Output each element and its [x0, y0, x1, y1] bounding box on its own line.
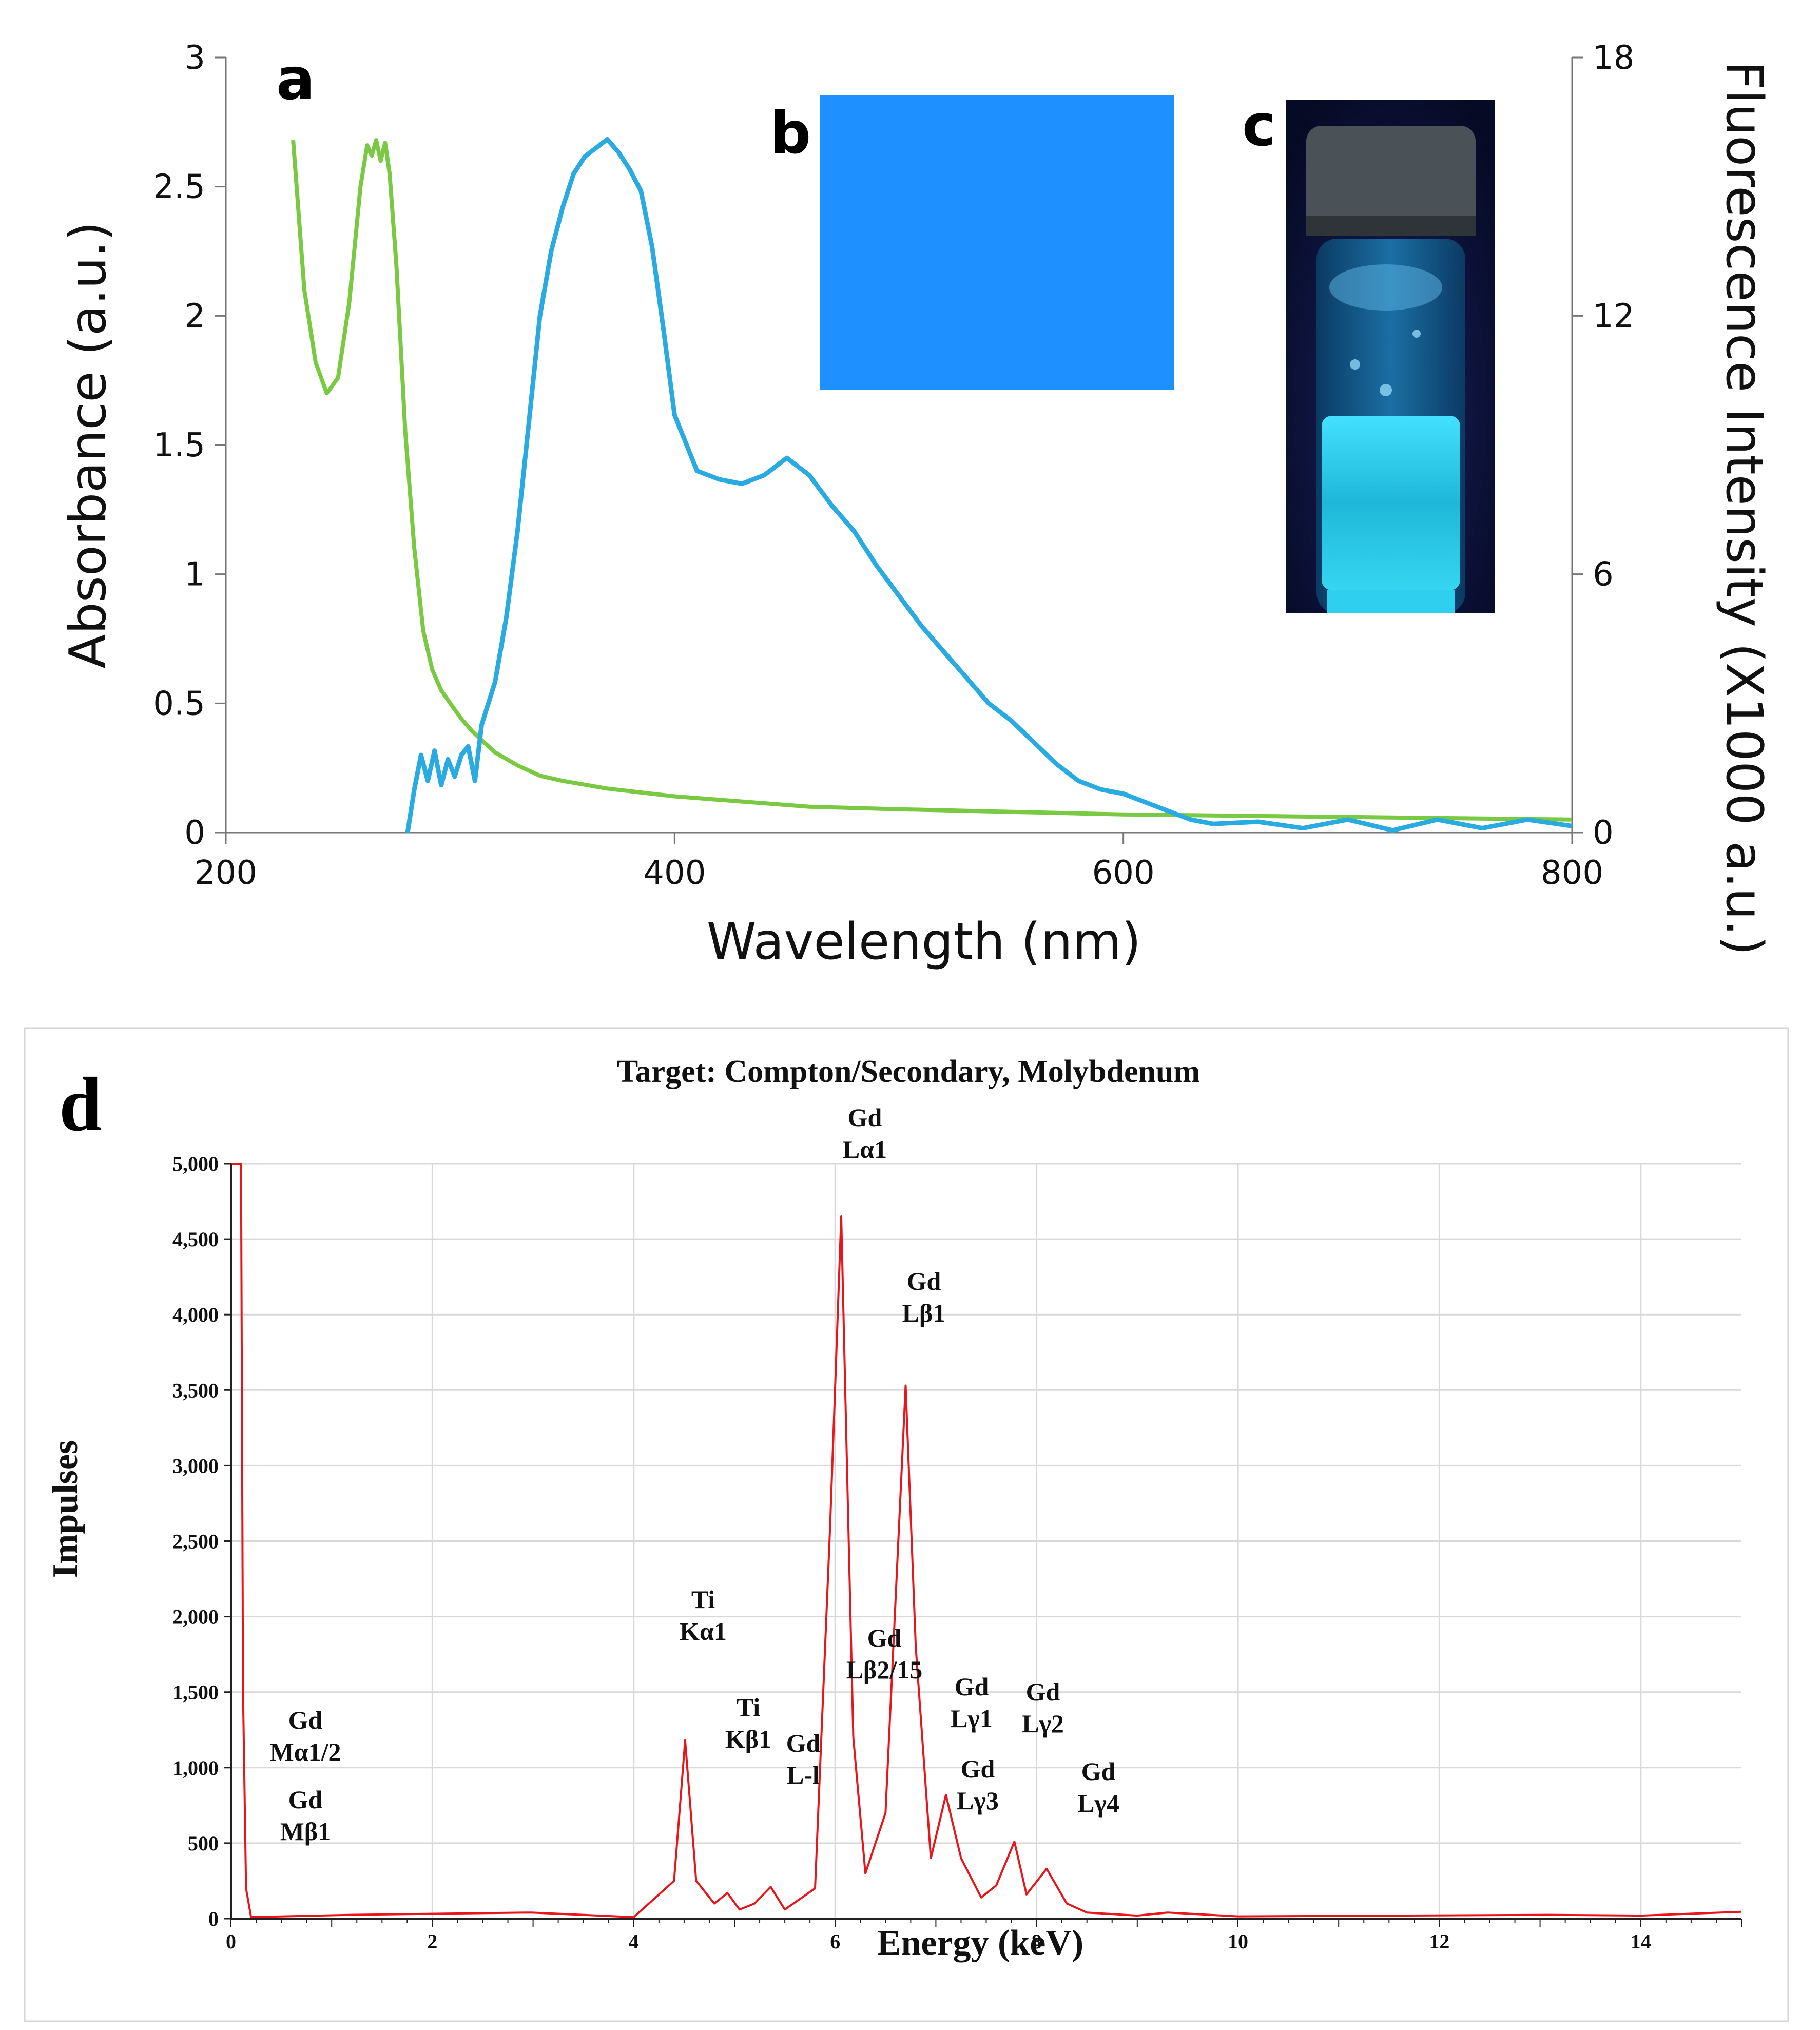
panel-a-x-tick-label: 200 [195, 854, 257, 892]
panel-a-x-axis-title: Wavelength (nm) [707, 913, 1141, 971]
panel-a-series [291, 137, 1573, 833]
panel-d: d Target: Compton/Secondary, Molybdenum … [24, 1027, 1789, 2022]
panel-d-title: Target: Compton/Secondary, Molybdenum [617, 1054, 1200, 1089]
panel-a-y-axis-title: Absorbance (a.u.) [59, 221, 118, 668]
panel-a-y-tick-label: 3 [184, 39, 205, 77]
peak-element: Gd [867, 1623, 902, 1652]
panel-d-y-tick-label: 4,500 [172, 1228, 219, 1251]
peak-element: Gd [907, 1267, 941, 1296]
panel-d-y-tick-label: 3,000 [172, 1454, 219, 1477]
panel-d-frame [24, 1027, 1789, 2022]
peak-element: Gd [288, 1785, 323, 1814]
peak-line: Lβ2/15 [846, 1655, 923, 1684]
peak-element: Gd [786, 1729, 821, 1757]
peak-line: Lβ1 [902, 1299, 946, 1327]
panel-d-y-tick-label: 1,000 [172, 1756, 219, 1780]
panel-a-y-tick-label: 0 [184, 814, 205, 852]
peak-element: Ti [691, 1585, 715, 1614]
panel-a-y2-axis-title: Fluorescence Intensity (X1000 a.u.) [1715, 61, 1773, 955]
peak-element: Gd [848, 1103, 882, 1132]
peak-label-gd-11: Gd Lγ4 [1077, 1757, 1119, 1818]
panel-d-peak-annotations: Gd Mα1/2 Gd Mβ1 Ti Kα1 Ti Kβ1 Gd L-l Gd Lα1 Gd Lβ2/15… [270, 1103, 1119, 1846]
peak-label-ti-2: Ti Kα1 [680, 1585, 727, 1646]
panel-d-x-tick-label: 8 [1032, 1930, 1042, 1953]
panel-a-x-tick-label: 400 [643, 854, 706, 892]
peak-line: Lγ3 [957, 1786, 999, 1815]
peak-label-gd-5: Gd Lα1 [843, 1103, 887, 1164]
panel-d-y-tick-label: 2,000 [172, 1606, 219, 1629]
peak-line: Kβ1 [725, 1725, 771, 1753]
vial-glowing-liquid [1322, 416, 1460, 590]
panel-d-series [231, 1163, 1742, 1919]
peak-line: Mβ1 [280, 1817, 331, 1846]
peak-line: Lγ2 [1022, 1709, 1064, 1738]
panel-c: c [1242, 92, 1495, 613]
panel-d-x-tick-label: 0 [226, 1930, 236, 1953]
panel-a-y2-tick-label: 0 [1593, 814, 1614, 852]
panel-a-y2-tick-label: 18 [1593, 39, 1634, 77]
panel-d-x-tick-label: 12 [1429, 1930, 1449, 1953]
panel-d-x-axis-title: Energy (keV) [877, 1923, 1083, 1963]
peak-label-gd-8: Gd Lγ1 [951, 1672, 993, 1733]
peak-label-gd-7: Gd Lβ1 [902, 1267, 946, 1327]
peak-label-gd-4: Gd L-l [786, 1729, 821, 1789]
panel-d-y-tick-label: 0 [208, 1907, 219, 1930]
panel-b-label: b [770, 100, 811, 167]
peak-line: L-l [787, 1761, 820, 1789]
panel-d-x-tick-label: 6 [830, 1930, 840, 1953]
panel-d-y-tick-label: 500 [188, 1832, 219, 1855]
panel-a-label: a [276, 46, 315, 113]
eds-spectrum-line [231, 1163, 1742, 1919]
peak-label-gd-10: Gd Lγ2 [1022, 1677, 1064, 1738]
peak-element: Gd [961, 1754, 995, 1783]
peak-element: Gd [1081, 1757, 1116, 1786]
panel-d-x-tick-label: 4 [629, 1930, 639, 1953]
panel-d-grid: 0 500 1,000 1,500 2,000 2,500 3,000 3,500 4,000 4… [172, 1152, 1742, 1953]
panel-a-y2-tick-label: 12 [1593, 297, 1634, 335]
panel-a-y-tick-label: 1.5 [153, 427, 205, 465]
peak-label-gd-6: Gd Lβ2/15 [846, 1623, 923, 1684]
peak-element: Gd [1026, 1677, 1060, 1706]
peak-element: Ti [737, 1693, 760, 1722]
peak-label-ti-3: Ti Kβ1 [725, 1693, 771, 1753]
panel-d-x-tick-label: 10 [1228, 1930, 1248, 1953]
panel-d-y-tick-label: 5,000 [172, 1152, 219, 1175]
panel-c-label: c [1242, 92, 1276, 159]
panel-d-y-tick-label: 1,500 [172, 1681, 219, 1704]
panel-a-y-tick-label: 2 [184, 297, 205, 335]
panel-a-y-tick-label: 0.5 [153, 685, 205, 723]
panel-b-blue-photo [820, 95, 1174, 390]
panel-d-y-tick-label: 2,500 [172, 1530, 219, 1553]
panel-d-y-tick-label: 4,000 [172, 1303, 219, 1326]
panel-d-label: d [59, 1062, 102, 1147]
peak-line: Mα1/2 [270, 1737, 341, 1766]
peak-label-gd-1: Gd Mβ1 [280, 1785, 331, 1846]
vial-cap [1306, 126, 1476, 234]
panel-a-y-tick-label: 1 [184, 556, 205, 594]
peak-label-gd-9: Gd Lγ3 [957, 1754, 999, 1815]
panel-a-y2-tick-label: 6 [1593, 556, 1614, 594]
peak-line: Lγ1 [951, 1704, 993, 1733]
peak-element: Gd [288, 1706, 323, 1734]
peak-line: Lγ4 [1077, 1789, 1119, 1818]
panel-d-x-tick-label: 2 [427, 1930, 437, 1953]
panel-a-x-tick-label: 800 [1541, 854, 1603, 892]
fluorescence-series-line [405, 137, 1573, 833]
peak-line: Lα1 [843, 1135, 887, 1164]
peak-line: Kα1 [680, 1617, 727, 1646]
absorbance-series-line [291, 138, 1573, 822]
panel-a-x-tick-label: 600 [1092, 854, 1155, 892]
peak-label-gd-0: Gd Mα1/2 [270, 1706, 341, 1766]
panel-d-x-tick-label: 14 [1631, 1930, 1651, 1953]
panel-b: b [770, 95, 1174, 390]
panel-d-y-axis-title: Impulses [46, 1440, 85, 1578]
panel-d-y-tick-label: 3,500 [172, 1379, 219, 1402]
peak-element: Gd [955, 1672, 989, 1701]
panel-a-y-tick-label: 2.5 [153, 168, 205, 206]
